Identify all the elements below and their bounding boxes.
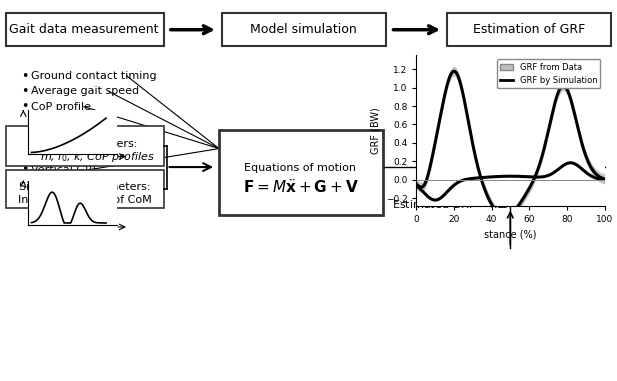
- Bar: [6, 170, 164, 208]
- Text: Equations of motion: Equations of motion: [244, 163, 357, 173]
- Legend: GRF from Data, GRF by Simulation: GRF from Data, GRF by Simulation: [497, 59, 600, 88]
- Text: Ground contact timing: Ground contact timing: [31, 71, 157, 81]
- Bar: [447, 13, 611, 46]
- Y-axis label: GRF (BW): GRF (BW): [370, 107, 380, 154]
- Text: CoP profile: CoP profile: [31, 102, 91, 112]
- Text: Estimated GRF = $k\Delta l$: Estimated GRF = $k\Delta l$: [392, 198, 510, 210]
- Bar: [219, 130, 383, 215]
- Text: •: •: [22, 100, 29, 113]
- Text: Gait data measurement: Gait data measurement: [9, 23, 158, 36]
- Text: •: •: [22, 85, 29, 98]
- Text: Initial conditions of CoM: Initial conditions of CoM: [18, 195, 151, 205]
- Text: Vertical GRF: Vertical GRF: [31, 165, 99, 174]
- X-axis label: stance (%): stance (%): [484, 229, 537, 239]
- Text: •: •: [22, 70, 29, 83]
- Text: •: •: [22, 163, 29, 176]
- Bar: [222, 13, 386, 46]
- Text: Estimation of GRF: Estimation of GRF: [473, 23, 585, 36]
- Text: Average gait speed: Average gait speed: [31, 86, 139, 96]
- Bar: [6, 126, 164, 166]
- Text: $m$, $l_0$, $k$, CoP profiles: $m$, $l_0$, $k$, CoP profiles: [40, 150, 155, 164]
- Text: Model simulation: Model simulation: [250, 23, 357, 36]
- Bar: [6, 13, 164, 46]
- Text: Simulation parameters:: Simulation parameters:: [19, 182, 151, 192]
- Text: Model parameters:: Model parameters:: [32, 139, 137, 149]
- Text: $\mathbf{F} = M\ddot{\mathbf{x}} + \mathbf{G} + \mathbf{V}$: $\mathbf{F} = M\ddot{\mathbf{x}} + \math…: [242, 178, 358, 197]
